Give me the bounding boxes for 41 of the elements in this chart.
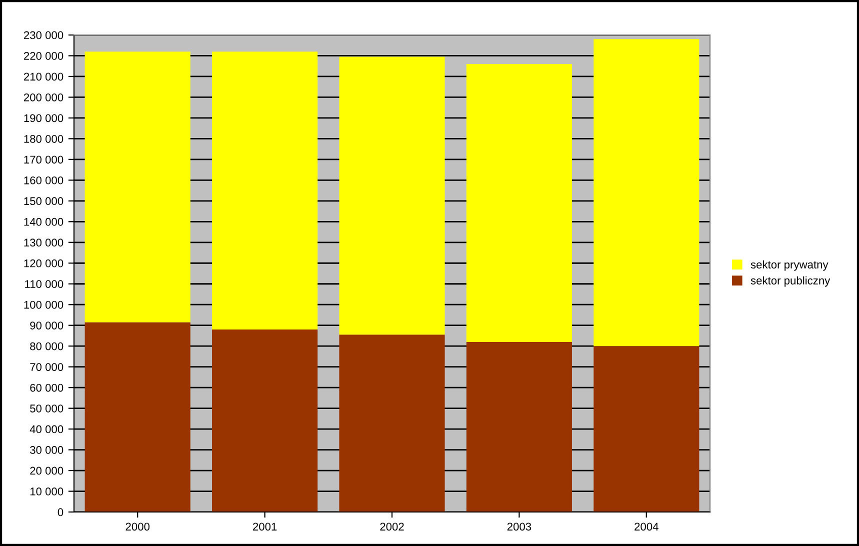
y-tick-label: 10 000 xyxy=(30,488,64,496)
x-tick-label: 2001 xyxy=(253,522,277,531)
y-tick-label: 160 000 xyxy=(24,176,64,184)
y-tick-label: 210 000 xyxy=(24,72,64,81)
bar xyxy=(466,342,572,512)
y-tick-label: 130 000 xyxy=(24,238,64,247)
x-tick-label: 2002 xyxy=(380,522,404,531)
y-tick-label: 140 000 xyxy=(24,218,64,226)
bar xyxy=(84,322,190,512)
bar xyxy=(212,329,318,512)
y-tick-label: 120 000 xyxy=(24,259,64,268)
y-tick-label: 50 000 xyxy=(30,404,64,412)
bar xyxy=(339,334,445,512)
y-tick-label: 180 000 xyxy=(24,134,64,143)
bar xyxy=(594,346,700,512)
y-tick-label: 60 000 xyxy=(30,384,64,392)
y-tick-label: 190 000 xyxy=(24,114,64,122)
bar xyxy=(466,64,572,342)
bar xyxy=(594,39,700,346)
y-tick-label: 30 000 xyxy=(30,446,64,454)
legend-label: sektor publiczny xyxy=(750,276,830,287)
y-tick-label: 170 000 xyxy=(24,156,64,164)
legend-label: sektor prywatny xyxy=(750,260,828,271)
y-tick-label: 150 000 xyxy=(24,197,64,206)
x-tick-label: 2000 xyxy=(126,522,150,531)
y-tick-label: 40 000 xyxy=(30,425,64,434)
y-tick-label: 20 000 xyxy=(30,466,64,475)
y-tick-label: 110 000 xyxy=(25,280,64,288)
y-tick-label: 70 000 xyxy=(30,363,64,371)
y-tick-label: 80 000 xyxy=(30,342,64,350)
x-tick-label: 2003 xyxy=(507,522,532,531)
y-tick-label: 100 000 xyxy=(24,300,64,309)
y-tick-label: 230 000 xyxy=(24,31,64,40)
bar xyxy=(339,56,445,335)
y-tick-label: 200 000 xyxy=(24,93,64,102)
y-tick-label: 220 000 xyxy=(24,52,64,60)
bar xyxy=(84,52,190,322)
y-tick-label: 0 xyxy=(58,508,64,516)
x-tick-label: 2004 xyxy=(634,522,658,531)
y-tick-label: 90 000 xyxy=(30,322,64,330)
bar xyxy=(212,52,318,330)
